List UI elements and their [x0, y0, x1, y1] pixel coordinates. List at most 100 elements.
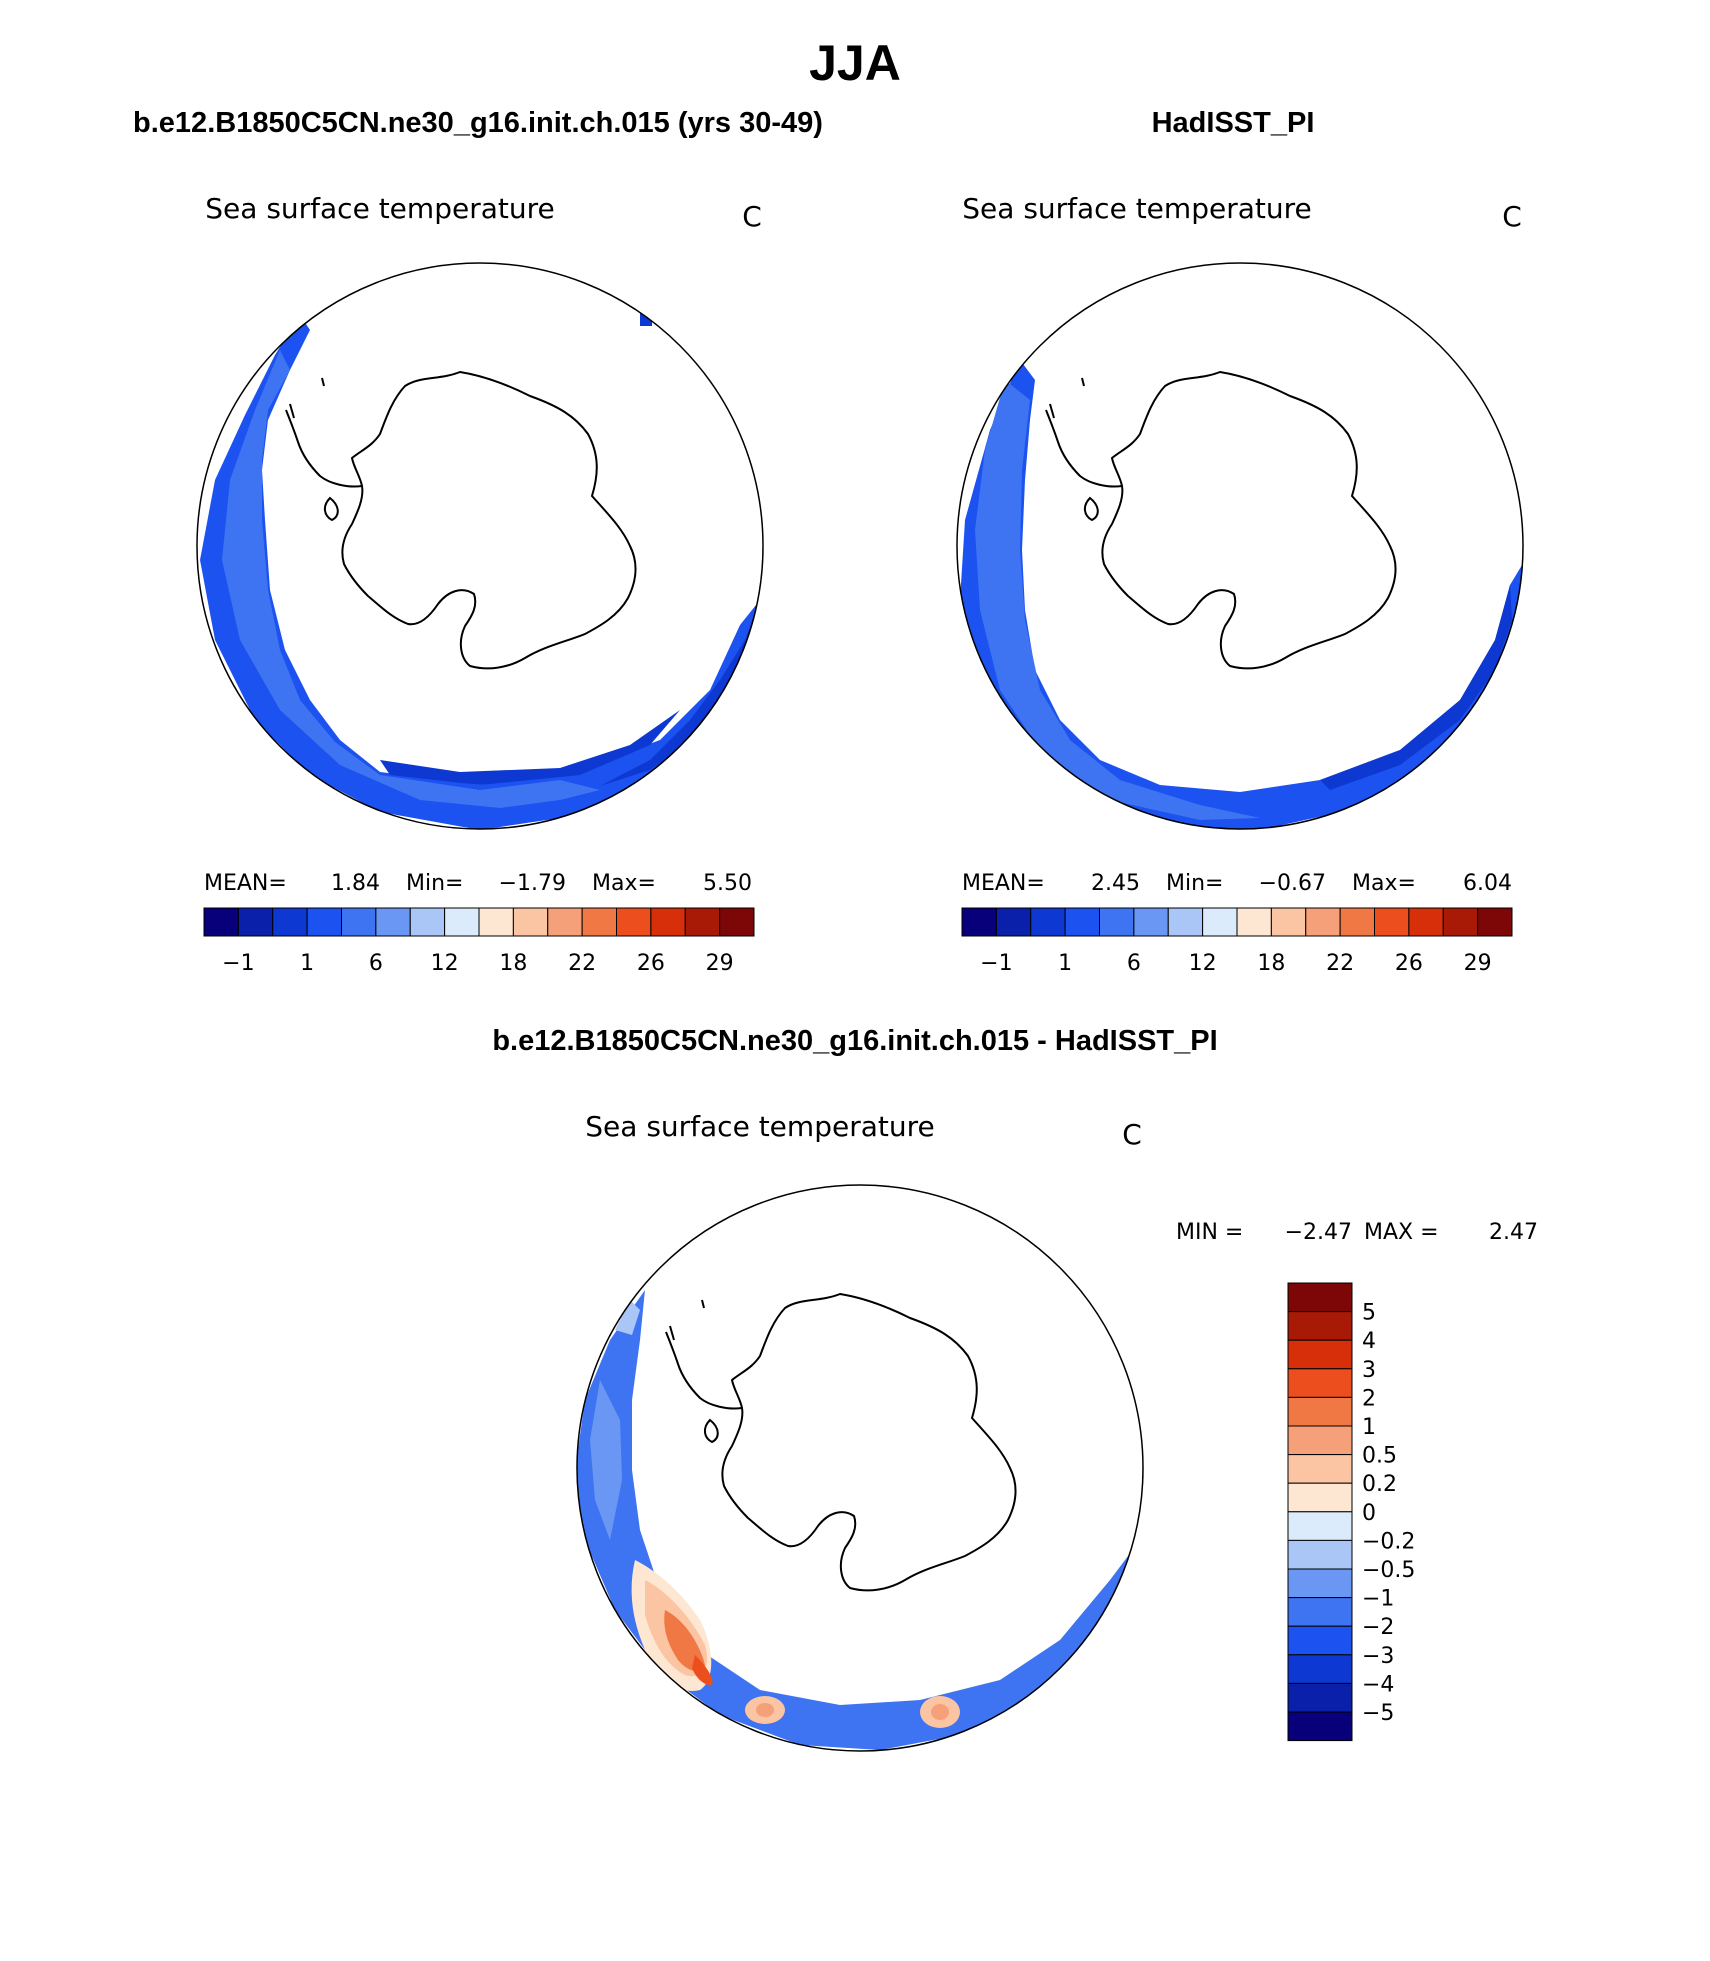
- panel-diff-map: [577, 1290, 1140, 1750]
- panel-obs-min-label: Min=: [1166, 871, 1223, 896]
- panel-diff-anomaly-warm-spot-2-core: [931, 1704, 949, 1720]
- panel-obs-units-label: C: [1502, 200, 1522, 233]
- colorbar-swatch: [1287, 1539, 1353, 1570]
- panel-obs-variable-label: Sea surface temperature: [962, 192, 1311, 225]
- colorbar-swatch: [306, 907, 342, 937]
- colorbar-swatch: [1287, 1711, 1353, 1742]
- panel-model-sst-band-outer: [200, 315, 760, 829]
- panel-model-mean-value: 1.84: [331, 871, 380, 896]
- colorbar-swatch: [1287, 1339, 1353, 1370]
- colorbar-swatch: [1167, 907, 1204, 937]
- colorbar-swatch: [1099, 907, 1135, 937]
- panel-obs-sst-band-outer: [960, 360, 1523, 829]
- colorbar-tick-label: 1: [1362, 1415, 1376, 1440]
- colorbar-tick-label: 6: [1127, 951, 1141, 976]
- colorbar-tick-label: 1: [300, 951, 314, 976]
- colorbar-tick-label: −0.5: [1362, 1558, 1415, 1583]
- panel-diff-stats: MIN = −2.47 MAX = 2.47: [1176, 1220, 1538, 1245]
- colorbar-tick-label: 26: [637, 951, 665, 976]
- colorbar-tick-label: 5: [1362, 1301, 1376, 1326]
- colorbar-tick-label: −4: [1362, 1672, 1394, 1697]
- panel-obs-map: [960, 360, 1523, 829]
- panel-model-map: [200, 312, 760, 829]
- panel-diff-anomaly-lightblue-2: [615, 1300, 640, 1335]
- colorbar-swatch: [1236, 907, 1272, 937]
- colorbar-tick-label: 22: [568, 951, 596, 976]
- colorbar-swatch: [272, 907, 308, 937]
- colorbar-tick-label: 0: [1362, 1501, 1376, 1526]
- panel-model-case-title: b.e12.B1850C5CN.ne30_g16.init.ch.015 (yr…: [133, 107, 823, 139]
- colorbar-swatch: [1287, 1282, 1353, 1313]
- colorbar-swatch: [961, 907, 997, 937]
- panel-model-colorbar: −1 1 6 12 18 22 26 29: [203, 907, 755, 976]
- panel-diff-anomaly-lightblue: [590, 1380, 622, 1540]
- panel-obs-sst-coast-strip: [1320, 585, 1512, 790]
- colorbar-swatch: [1133, 907, 1169, 937]
- panel-obs-max-label: Max=: [1352, 871, 1416, 896]
- colorbar-swatch: [1287, 1425, 1353, 1456]
- panel-diff-antarctica-coastline: [665, 1293, 1017, 1592]
- colorbar-swatch: [237, 907, 274, 937]
- panel-diff-max-label: MAX =: [1364, 1220, 1439, 1245]
- panel-model: b.e12.B1850C5CN.ne30_g16.init.ch.015 (yr…: [133, 107, 823, 976]
- panel-model-units-label: C: [742, 200, 762, 233]
- panel-diff: b.e12.B1850C5CN.ne30_g16.init.ch.015 - H…: [492, 1025, 1538, 1752]
- colorbar-swatch: [1287, 1454, 1353, 1484]
- colorbar-tick-label: 0.5: [1362, 1444, 1397, 1469]
- colorbar-tick-label: −1: [222, 951, 254, 976]
- colorbar-swatch: [1287, 1511, 1353, 1541]
- panel-model-map-boundary: [196, 262, 764, 830]
- panel-model-max-label: Max=: [592, 871, 656, 896]
- colorbar-tick-label: 29: [1464, 951, 1492, 976]
- colorbar-tick-label: 12: [431, 951, 459, 976]
- colorbar-swatch: [1442, 907, 1479, 937]
- panel-obs-mean-value: 2.45: [1091, 871, 1140, 896]
- panel-diff-min-label: MIN =: [1176, 1220, 1243, 1245]
- panel-diff-anomaly-blue-outer: [577, 1290, 1140, 1750]
- colorbar-swatch: [444, 907, 480, 937]
- panel-diff-anomaly-warm-spot-1-core: [756, 1703, 774, 1717]
- colorbar-tick-label: 1: [1058, 951, 1072, 976]
- panel-diff-variable-label: Sea surface temperature: [585, 1110, 934, 1143]
- panel-diff-min-value: −2.47: [1285, 1220, 1352, 1245]
- season-title: JJA: [809, 35, 901, 91]
- colorbar-tick-label: −1: [980, 951, 1012, 976]
- colorbar-swatch: [650, 907, 686, 937]
- colorbar-tick-label: 29: [706, 951, 734, 976]
- colorbar-swatch: [375, 907, 411, 937]
- panel-diff-colorbar: 5 4 3 2 1 0.5 0.2 0 −0.2 −0.5 −1 −2 −3 −4 −5: [1287, 1282, 1415, 1742]
- colorbar-swatch: [409, 907, 446, 937]
- colorbar-swatch: [1287, 1311, 1353, 1341]
- panel-obs-min-value: −0.67: [1259, 871, 1326, 896]
- colorbar-swatch: [1408, 907, 1444, 937]
- panel-obs-mean-label: MEAN=: [962, 871, 1045, 896]
- panel-obs-colorbar: −1 1 6 12 18 22 26 29: [961, 907, 1513, 976]
- colorbar-swatch: [1287, 1482, 1353, 1513]
- colorbar-swatch: [1339, 907, 1375, 937]
- panel-obs-max-value: 6.04: [1463, 871, 1512, 896]
- colorbar-swatch: [995, 907, 1032, 937]
- panel-model-min-value: −1.79: [499, 871, 566, 896]
- colorbar-swatch: [1064, 907, 1100, 937]
- colorbar-swatch: [1477, 907, 1513, 937]
- colorbar-swatch: [719, 907, 755, 937]
- panel-diff-units-label: C: [1122, 1118, 1142, 1151]
- colorbar-swatch: [1287, 1396, 1353, 1427]
- colorbar-tick-label: 26: [1395, 951, 1423, 976]
- panel-model-variable-label: Sea surface temperature: [205, 192, 554, 225]
- panel-diff-case-title: b.e12.B1850C5CN.ne30_g16.init.ch.015 - H…: [492, 1025, 1217, 1057]
- colorbar-tick-label: 6: [369, 951, 383, 976]
- panel-diff-max-value: 2.47: [1489, 1220, 1538, 1245]
- panel-obs-stats: MEAN= 2.45 Min= −0.67 Max= 6.04: [962, 871, 1512, 896]
- panel-model-min-label: Min=: [406, 871, 463, 896]
- panel-model-mean-label: MEAN=: [204, 871, 287, 896]
- colorbar-tick-label: 4: [1362, 1329, 1376, 1354]
- colorbar-swatch: [1202, 907, 1238, 937]
- panel-obs-sst-band-inner: [975, 380, 1260, 820]
- colorbar-tick-label: 12: [1189, 951, 1217, 976]
- colorbar-tick-label: 18: [499, 951, 527, 976]
- colorbar-swatch: [1030, 907, 1066, 937]
- colorbar-swatch: [1305, 907, 1341, 937]
- colorbar-swatch: [1287, 1368, 1353, 1398]
